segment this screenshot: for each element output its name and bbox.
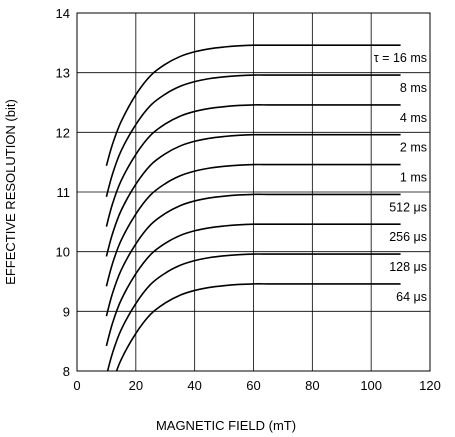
series-labels: τ = 16 ms 8 ms 4 ms 2 ms 1 ms 512 μs 256 μs 128… [374,51,427,304]
series-curve [115,283,401,371]
series-label: 64 μs [396,290,427,304]
x-tick-label: 60 [246,378,260,393]
series-label: 4 ms [400,111,427,125]
series-label: 512 μs [389,200,427,214]
y-tick-label: 9 [63,304,70,319]
series-label: 1 ms [400,171,427,185]
series-curve [106,253,401,371]
series-curve [105,104,401,227]
tick-labels: 0 20 40 60 80 100 120 8 9 10 11 12 13 14 [56,6,441,393]
series-curve [105,133,401,257]
y-tick-label: 10 [56,245,70,260]
series-curve [105,44,401,166]
series-label: 8 ms [400,81,427,95]
y-tick-label: 14 [56,6,70,21]
series-curve [105,163,401,287]
x-tick-label: 0 [73,378,80,393]
y-tick-label: 11 [57,185,71,200]
grid [77,13,430,371]
plot-frame [76,12,431,372]
series-label: 2 ms [400,141,427,155]
series-label: 128 μs [389,260,427,274]
x-tick-label: 40 [187,378,201,393]
curves [105,44,401,371]
series-label: 256 μs [389,230,427,244]
series-label: τ = 16 ms [374,51,427,65]
series-curve [105,223,401,347]
series-curve [105,193,401,317]
x-axis-label: MAGNETIC FIELD (mT) [156,418,296,433]
y-axis-label: EFFECTIVE RESOLUTION (bit) [3,99,18,285]
series-curve [105,74,401,197]
y-tick-label: 12 [56,125,70,140]
x-tick-label: 120 [419,378,441,393]
x-tick-label: 100 [360,378,382,393]
y-tick-label: 8 [63,364,70,379]
x-tick-label: 20 [129,378,143,393]
x-tick-label: 80 [305,378,319,393]
y-tick-label: 13 [56,66,70,81]
